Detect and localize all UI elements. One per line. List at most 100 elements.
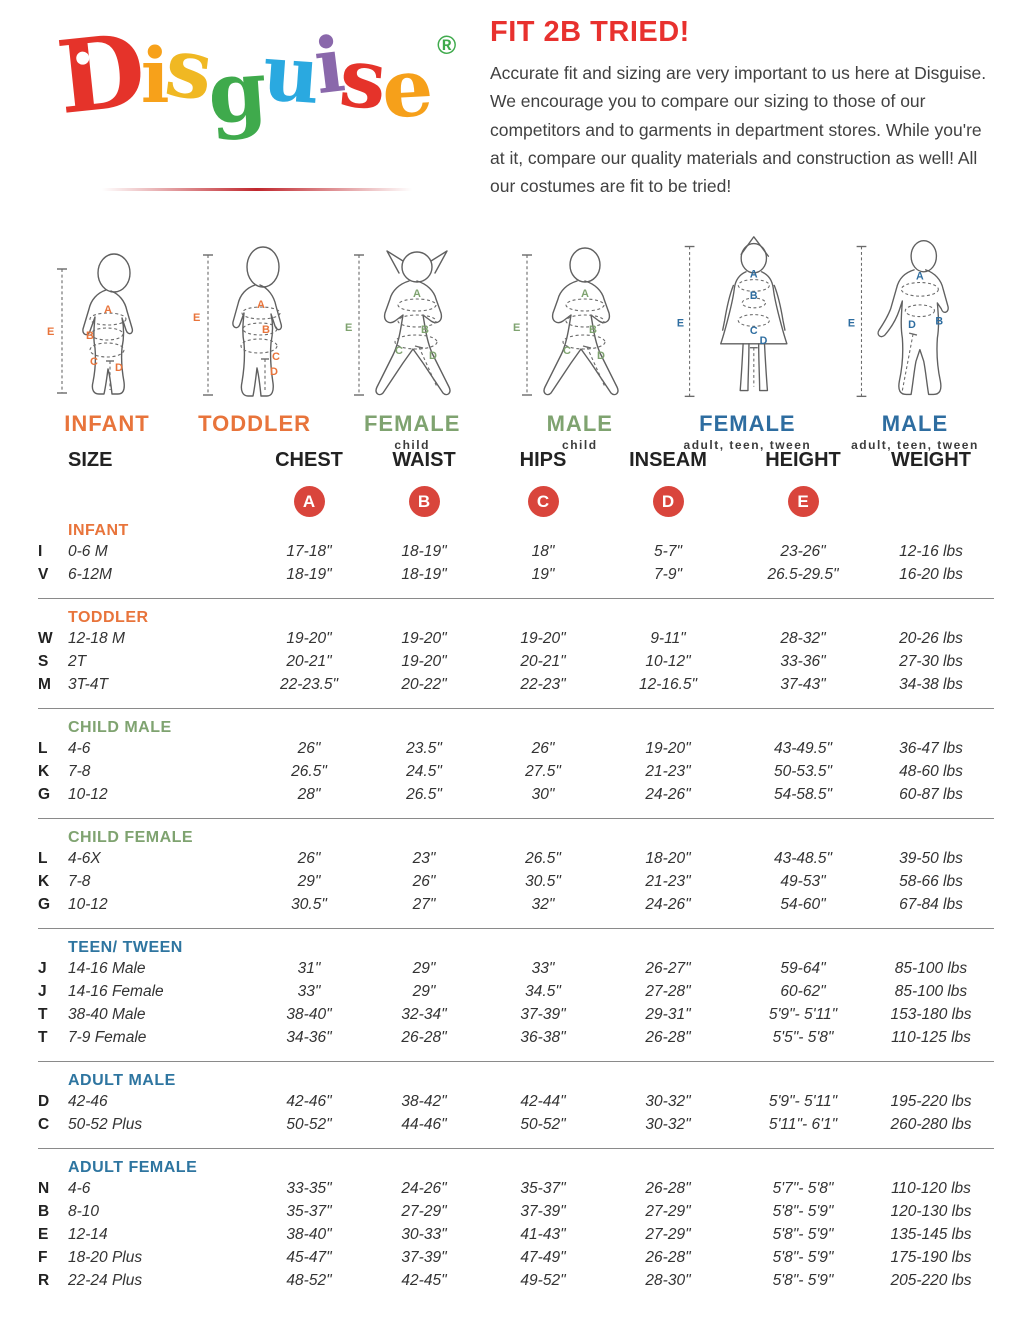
table-row: J 14-16 Male 31" 29" 33" 26-27" 59-64" 8… xyxy=(38,960,994,983)
row-code: C xyxy=(38,1115,50,1133)
row-inseam: 24-26" xyxy=(645,895,691,913)
col-header-size: SIZE xyxy=(68,448,113,471)
row-waist: 44-46" xyxy=(401,1115,447,1133)
row-inseam: 5-7" xyxy=(654,542,682,560)
section-divider xyxy=(38,597,994,599)
row-hips: 42-44" xyxy=(520,1092,566,1110)
row-waist: 27" xyxy=(412,895,436,913)
row-waist: 37-39" xyxy=(401,1248,447,1266)
logo-letter: s xyxy=(159,18,214,120)
measure-letter-a: A xyxy=(750,268,758,280)
row-hips: 47-49" xyxy=(520,1248,566,1266)
row-weight: 67-84 lbs xyxy=(899,895,963,913)
row-height: 59-64" xyxy=(780,959,826,977)
row-code: R xyxy=(38,1271,50,1289)
measure-letter-c: C xyxy=(90,356,98,368)
table-row: I 0-6 M 17-18" 18-19" 18" 5-7" 23-26" 12… xyxy=(38,543,994,566)
row-chest: 31" xyxy=(297,959,321,977)
row-waist: 27-29" xyxy=(401,1202,447,1220)
table-row: N 4-6 33-35" 24-26" 35-37" 26-28" 5'7"- … xyxy=(38,1180,994,1203)
row-height: 43-48.5" xyxy=(773,849,833,867)
table-row: C 50-52 Plus 50-52" 44-46" 50-52" 30-32"… xyxy=(38,1116,994,1139)
row-inseam: 27-28" xyxy=(645,982,691,1000)
table-row: K 7-8 29" 26" 30.5" 21-23" 49-53" 58-66 … xyxy=(38,873,994,896)
row-height: 26.5-29.5" xyxy=(767,565,839,583)
row-weight: 110-120 lbs xyxy=(891,1179,971,1197)
row-size: 10-12 xyxy=(68,785,108,803)
figure-infant: A B C D E INFANT xyxy=(42,229,172,436)
figure-label: TODDLER xyxy=(198,410,312,436)
table-row: F 18-20 Plus 45-47" 37-39" 47-49" 26-28"… xyxy=(38,1249,994,1272)
measure-letter-b: B xyxy=(86,330,94,342)
row-chest: 48-52" xyxy=(286,1271,332,1289)
row-height: 49-53" xyxy=(780,872,826,890)
row-inseam: 24-26" xyxy=(645,785,691,803)
measure-letter-e: E xyxy=(193,312,200,324)
row-chest: 33" xyxy=(297,982,321,1000)
row-code: J xyxy=(38,982,47,1000)
row-size: 4-6 xyxy=(68,739,91,757)
row-inseam: 9-11" xyxy=(650,629,686,647)
section-rows: W 12-18 M 19-20" 19-20" 19-20" 9-11" 28-… xyxy=(38,630,994,699)
row-hips: 41-43" xyxy=(520,1225,566,1243)
row-chest: 28" xyxy=(297,785,321,803)
table-section: ADULT FEMALE N 4-6 33-35" 24-26" 35-37" … xyxy=(38,1159,994,1295)
row-waist: 18-19" xyxy=(401,542,447,560)
row-inseam: 26-28" xyxy=(645,1028,691,1046)
table-row: G 10-12 30.5" 27" 32" 24-26" 54-60" 67-8… xyxy=(38,896,994,919)
row-waist: 19-20" xyxy=(401,652,447,670)
row-size: 2T xyxy=(68,652,87,670)
row-chest: 42-46" xyxy=(286,1092,332,1110)
row-chest: 18-19" xyxy=(286,565,332,583)
table-row: W 12-18 M 19-20" 19-20" 19-20" 9-11" 28-… xyxy=(38,630,994,653)
figure-sublabel: adult, teen, tween xyxy=(851,437,979,452)
row-code: V xyxy=(38,565,49,583)
measure-letter-d: D xyxy=(429,350,437,362)
table-section: ADULT MALE D 42-46 42-46" 38-42" 42-44" … xyxy=(38,1072,994,1149)
row-hips: 50-52" xyxy=(520,1115,566,1133)
row-inseam: 21-23" xyxy=(645,762,691,780)
row-chest: 33-35" xyxy=(286,1179,332,1197)
table-row: T 38-40 Male 38-40" 32-34" 37-39" 29-31"… xyxy=(38,1006,994,1029)
row-inseam: 27-29" xyxy=(645,1225,691,1243)
section-title: TEEN/ TWEEN xyxy=(68,938,183,956)
section-divider xyxy=(38,1060,994,1062)
row-waist: 18-19" xyxy=(401,565,447,583)
row-inseam: 30-32" xyxy=(645,1092,691,1110)
row-weight: 85-100 lbs xyxy=(894,982,968,1000)
section-title: ADULT FEMALE xyxy=(68,1158,198,1176)
row-inseam: 28-30" xyxy=(645,1271,691,1289)
row-chest: 22-23.5" xyxy=(279,675,339,693)
row-height: 5'11"- 6'1" xyxy=(768,1115,838,1133)
measure-letter-d: D xyxy=(597,350,605,362)
row-weight: 195-220 lbs xyxy=(890,1092,972,1110)
figure-label: FEMALE xyxy=(699,410,796,436)
section-title: ADULT MALE xyxy=(68,1071,176,1089)
row-height: 54-60" xyxy=(780,895,826,913)
row-waist: 23.5" xyxy=(406,739,442,757)
row-size: 22-24 Plus xyxy=(68,1271,143,1289)
row-hips: 32" xyxy=(531,895,555,913)
row-waist: 24.5" xyxy=(406,762,442,780)
measure-letter-a: A xyxy=(581,288,589,300)
row-weight: 260-280 lbs xyxy=(890,1115,972,1133)
row-chest: 34-36" xyxy=(286,1028,332,1046)
measure-letter-d: D xyxy=(760,335,768,347)
row-weight: 120-130 lbs xyxy=(890,1202,972,1220)
row-chest: 19-20" xyxy=(286,629,332,647)
table-row: R 22-24 Plus 48-52" 42-45" 49-52" 28-30"… xyxy=(38,1272,994,1295)
row-inseam: 12-16.5" xyxy=(638,675,698,693)
measure-letter-d: D xyxy=(115,362,123,374)
section-title: CHILD MALE xyxy=(68,718,172,736)
row-size: 12-14 xyxy=(68,1225,108,1243)
logo-letter: g xyxy=(204,40,266,143)
row-hips: 19" xyxy=(531,565,555,583)
badge-e: E xyxy=(787,486,819,518)
figure-female-adult: A B C D E FEMALE adult, teen, tween xyxy=(672,229,822,452)
row-hips: 36-38" xyxy=(520,1028,566,1046)
row-inseam: 26-28" xyxy=(645,1179,691,1197)
row-size: 7-9 Female xyxy=(68,1028,147,1046)
row-weight: 34-38 lbs xyxy=(899,675,963,693)
row-inseam: 10-12" xyxy=(645,652,691,670)
